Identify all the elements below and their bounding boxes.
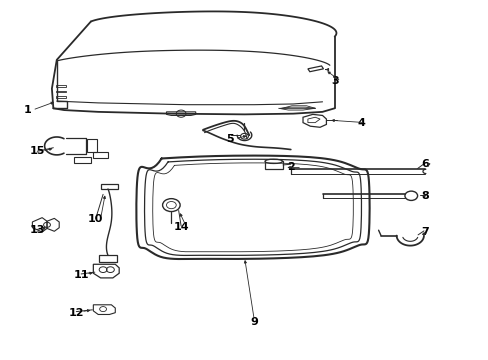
Text: 4: 4 — [357, 118, 365, 128]
Text: 3: 3 — [330, 76, 338, 86]
Text: 6: 6 — [420, 159, 428, 169]
Text: 8: 8 — [420, 191, 428, 201]
Text: 1: 1 — [23, 105, 31, 115]
Text: 13: 13 — [29, 225, 45, 235]
Text: 10: 10 — [88, 215, 103, 224]
Text: 14: 14 — [173, 222, 188, 231]
Text: 9: 9 — [250, 317, 258, 327]
Text: 7: 7 — [420, 227, 428, 237]
Text: 2: 2 — [286, 162, 294, 172]
Text: 5: 5 — [225, 134, 233, 144]
Text: 11: 11 — [73, 270, 89, 280]
Text: 15: 15 — [29, 146, 45, 156]
Ellipse shape — [264, 159, 282, 163]
Text: 12: 12 — [68, 308, 84, 318]
